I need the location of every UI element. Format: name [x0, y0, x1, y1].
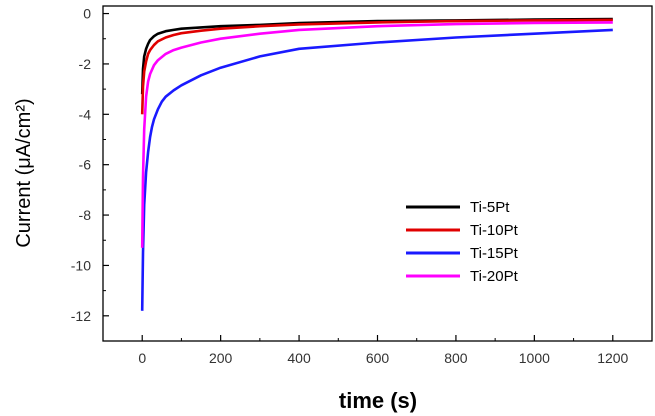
y-tick-label: 0 — [83, 6, 91, 22]
legend-label-ti-15pt: Ti-15Pt — [470, 245, 519, 262]
y-axis-ticks: 0 -2 -4 -6 -8 -10 -12 — [71, 6, 109, 342]
y-tick-label: -6 — [79, 157, 92, 173]
x-tick-label: 200 — [209, 350, 233, 366]
x-tick-label: 1000 — [519, 350, 550, 366]
x-tick-label: 1200 — [597, 350, 628, 366]
x-tick-label: 0 — [138, 350, 146, 366]
legend-label-ti-5pt: Ti-5Pt — [470, 199, 510, 216]
legend: Ti-5Pt Ti-10Pt Ti-15Pt Ti-20Pt — [406, 199, 519, 285]
plot-frame — [102, 5, 653, 342]
x-axis-title: time (s) — [339, 388, 417, 413]
x-tick-label: 800 — [444, 350, 468, 366]
y-tick-label: -12 — [71, 308, 91, 324]
y-axis-title: Current (μA/cm²) — [13, 98, 35, 247]
data-series — [140, 17, 613, 311]
y-tick-label: -10 — [71, 257, 91, 273]
legend-label-ti-20pt: Ti-20Pt — [470, 268, 519, 285]
series-line-ti-10pt — [140, 18, 613, 115]
series-line-ti-15pt — [140, 28, 613, 311]
x-tick-label: 600 — [366, 350, 390, 366]
series-line-ti-20pt — [140, 21, 613, 248]
x-tick-label: 400 — [287, 350, 311, 366]
x-axis-ticks: 0 200 400 600 800 1000 1200 — [138, 335, 629, 366]
y-tick-label: -2 — [79, 56, 92, 72]
y-tick-label: -4 — [79, 106, 92, 122]
legend-label-ti-10pt: Ti-10Pt — [470, 222, 519, 239]
y-tick-label: -8 — [79, 207, 92, 223]
